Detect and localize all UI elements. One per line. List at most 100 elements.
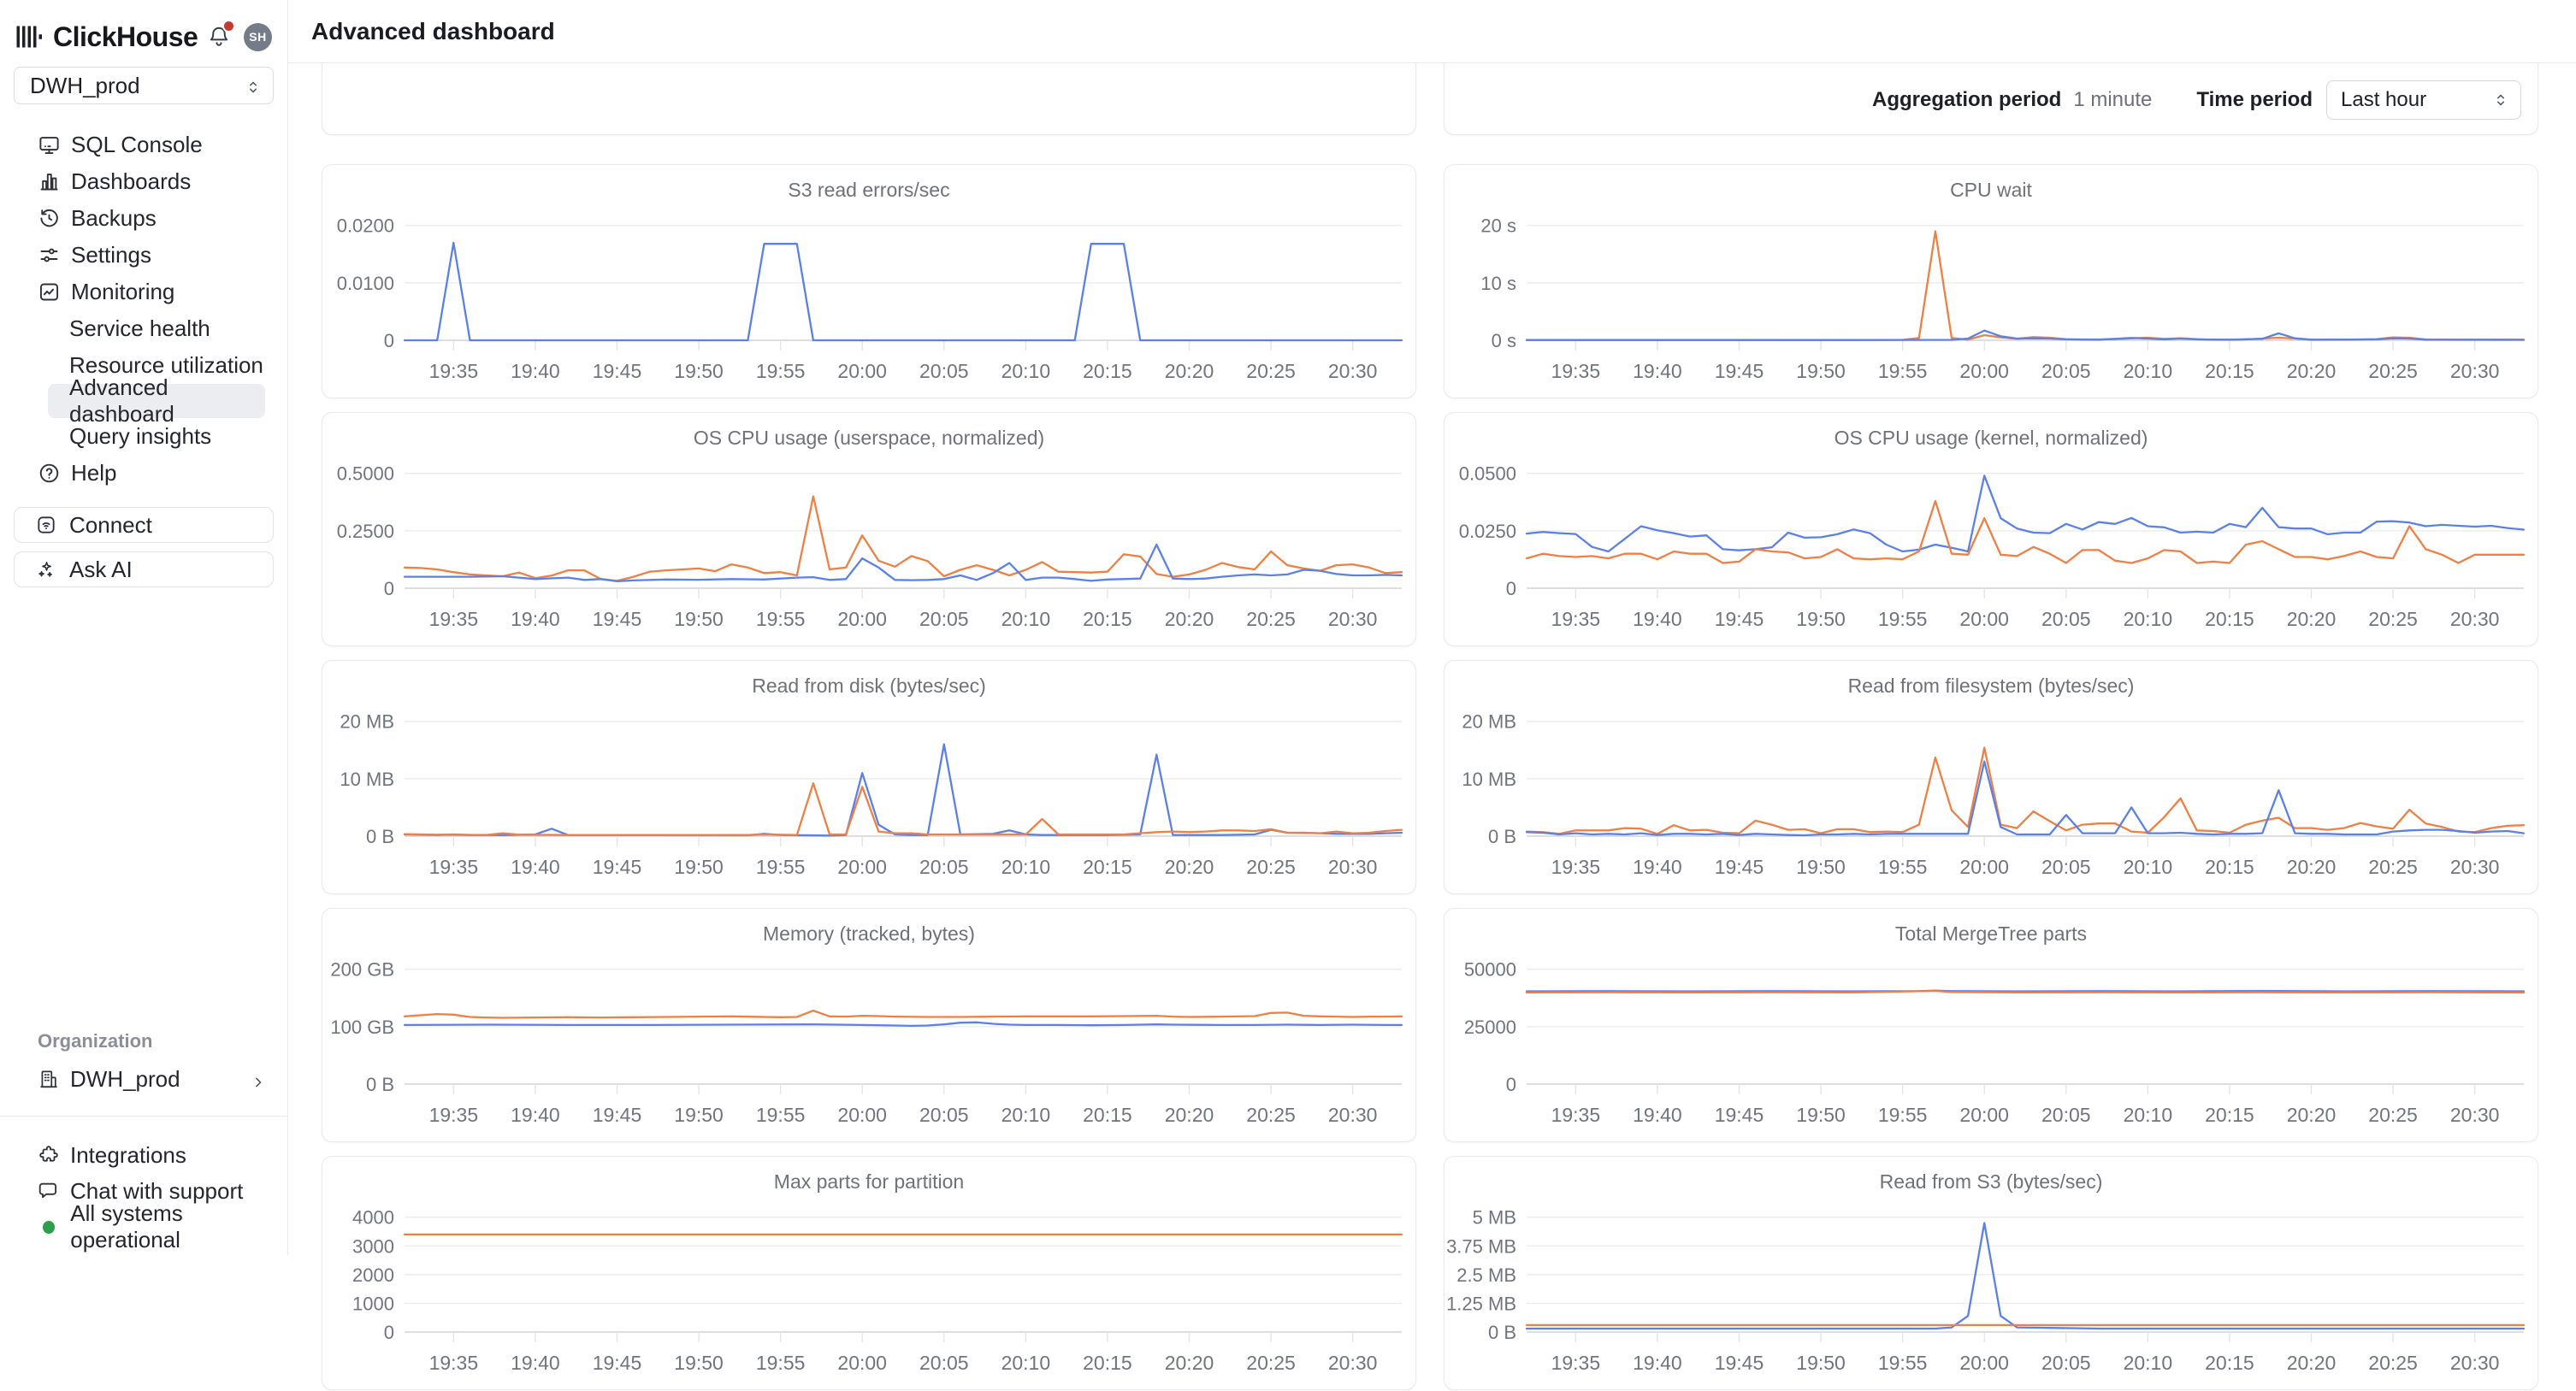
ask-ai-button[interactable]: Ask AI (14, 551, 274, 587)
svg-text:0 B: 0 B (1488, 826, 1516, 847)
sidebar-item-query-insights[interactable]: Query insights (0, 418, 287, 455)
sidebar-item-label: Settings (71, 242, 151, 268)
svg-text:20:15: 20:15 (2205, 1104, 2254, 1126)
organization-item[interactable]: DWH_prod (0, 1061, 287, 1097)
svg-text:19:50: 19:50 (1796, 1104, 1846, 1126)
sidebar-item-backups[interactable]: Backups (0, 200, 287, 237)
svg-text:20:00: 20:00 (1959, 360, 2009, 382)
sidebar-item-help[interactable]: Help (0, 455, 287, 492)
svg-text:20:00: 20:00 (1959, 856, 2009, 878)
svg-text:19:40: 19:40 (1633, 1352, 1682, 1374)
aggregation-period-label: Aggregation period (1872, 88, 2062, 111)
svg-text:3.75 MB: 3.75 MB (1446, 1235, 1516, 1257)
svg-text:20:00: 20:00 (837, 856, 887, 878)
svg-text:20:00: 20:00 (837, 608, 887, 630)
main-content: Advanced dashboard Aggregation period 1 … (288, 0, 2576, 1390)
status-dot (43, 1220, 56, 1234)
chart-title: Max parts for partition (773, 1170, 965, 1193)
svg-text:19:35: 19:35 (429, 1352, 479, 1374)
time-period-select[interactable]: Last hour (2326, 80, 2521, 120)
svg-text:20:15: 20:15 (1083, 856, 1132, 878)
svg-text:19:40: 19:40 (511, 360, 560, 382)
chart-plot[interactable]: 0 0.0250 0.0500 19:35 19:40 19:45 19:50 19:55 20… (1445, 413, 2539, 647)
connect-label: Connect (69, 511, 152, 538)
svg-text:20:15: 20:15 (1083, 1104, 1132, 1126)
svg-text:20:00: 20:00 (1959, 1352, 2009, 1374)
svg-text:0: 0 (1506, 1074, 1516, 1095)
svg-text:20:30: 20:30 (1328, 856, 1378, 878)
sidebar-item-service-health[interactable]: Service health (0, 310, 287, 347)
svg-text:20:15: 20:15 (1083, 1352, 1132, 1374)
svg-text:19:40: 19:40 (511, 1104, 560, 1126)
svg-text:19:50: 19:50 (1796, 360, 1846, 382)
svg-text:0.0100: 0.0100 (337, 273, 394, 294)
sidebar-item-label: Service health (69, 315, 210, 341)
svg-text:19:55: 19:55 (756, 856, 806, 878)
chart-plot[interactable]: 0 s 10 s 20 s 19:35 19:40 19:45 19:50 19:55 20:0… (1445, 165, 2539, 399)
avatar[interactable]: SH (244, 22, 272, 51)
svg-text:20:25: 20:25 (2368, 856, 2418, 878)
sidebar-footer-item-chat-with-support[interactable]: Chat with support (0, 1173, 287, 1209)
footer-item-label: Integrations (70, 1141, 186, 1168)
svg-text:0 B: 0 B (366, 826, 394, 847)
svg-text:10 s: 10 s (1480, 273, 1516, 294)
svg-text:0.0200: 0.0200 (337, 215, 394, 237)
svg-text:2.5 MB: 2.5 MB (1456, 1264, 1516, 1286)
sidebar-item-label: Monitoring (71, 279, 175, 304)
chart-panel-memory-tracked-bytes: Memory (tracked, bytes) 0 B 100 GB 200 GB 19… (322, 908, 1416, 1142)
svg-text:19:35: 19:35 (1551, 608, 1601, 630)
sidebar-item-settings[interactable]: Settings (0, 237, 287, 274)
svg-text:20:10: 20:10 (1001, 360, 1051, 382)
svg-text:19:45: 19:45 (1715, 1104, 1764, 1126)
chart-plot[interactable]: 0 0.0100 0.0200 19:35 19:40 19:45 19:50 19:55 20… (322, 165, 1417, 399)
svg-text:0.0250: 0.0250 (1459, 521, 1516, 542)
svg-text:20:15: 20:15 (2205, 360, 2254, 382)
svg-text:19:50: 19:50 (1796, 856, 1846, 878)
svg-text:0: 0 (384, 330, 394, 351)
svg-text:20:30: 20:30 (1328, 608, 1378, 630)
svg-text:20 MB: 20 MB (340, 711, 394, 733)
chart-plot[interactable]: 0 0.2500 0.5000 19:35 19:40 19:45 19:50 19:55 20… (322, 413, 1417, 647)
clickhouse-logo-icon (15, 24, 44, 50)
building-icon (38, 1068, 60, 1090)
chart-panel-read-from-filesystem-bytes-sec: Read from filesystem (bytes/sec) 0 B 10 MB… (1444, 660, 2538, 894)
svg-text:19:35: 19:35 (429, 360, 479, 382)
chart-plot[interactable]: 0 B 100 GB 200 GB 19:35 19:40 19:45 19:50 19:55… (322, 909, 1417, 1143)
chart-title: Total MergeTree parts (1894, 922, 2088, 945)
svg-text:20:05: 20:05 (919, 856, 969, 878)
svg-text:20:20: 20:20 (2287, 360, 2337, 382)
svg-text:20:20: 20:20 (2287, 1104, 2337, 1126)
svg-text:19:40: 19:40 (511, 1352, 560, 1374)
svg-text:19:35: 19:35 (1551, 1352, 1601, 1374)
chart-panel-max-parts-for-partition: Max parts for partition 0 1000 2000 3000 4000… (322, 1156, 1416, 1390)
chart-panel-s3-read-errors-sec: S3 read errors/sec 0 0.0100 0.0200 19:35 19:4… (322, 164, 1416, 398)
aggregation-period-value: 1 minute (2073, 88, 2153, 111)
chart-plot[interactable]: 0 25000 50000 19:35 19:40 19:45 19:50 19:55 20:0… (1445, 909, 2539, 1143)
chart-plot[interactable]: 0 B 10 MB 20 MB 19:35 19:40 19:45 19:50 19:55 20… (1445, 661, 2539, 895)
chart-plot[interactable]: 0 B 1.25 MB 2.5 MB 3.75 MB 5 MB 19:35 19:40 19:… (1445, 1157, 2539, 1391)
svg-text:20:20: 20:20 (2287, 856, 2337, 878)
svg-text:19:50: 19:50 (1796, 1352, 1846, 1374)
chart-plot[interactable]: 0 B 10 MB 20 MB 19:35 19:40 19:45 19:50 19:55 20… (322, 661, 1417, 895)
sidebar-footer-item-integrations[interactable]: Integrations (0, 1137, 287, 1173)
sidebar-item-resource-utilization[interactable]: Resource utilization (0, 347, 287, 384)
svg-text:20:05: 20:05 (919, 1352, 969, 1374)
sidebar-divider (0, 1116, 287, 1117)
service-selector[interactable]: DWH_prod (14, 67, 274, 104)
chart-title: S3 read errors/sec (788, 179, 950, 201)
sidebar-item-sql-console[interactable]: SQL Console (0, 127, 287, 163)
sidebar-item-monitoring[interactable]: Monitoring (0, 274, 287, 310)
svg-text:19:35: 19:35 (1551, 360, 1601, 382)
connect-button[interactable]: Connect (14, 507, 274, 543)
sidebar-item-advanced-dashboard[interactable]: Advanced dashboard (48, 374, 265, 427)
svg-text:20:20: 20:20 (2287, 1352, 2337, 1374)
svg-text:0.2500: 0.2500 (337, 521, 394, 542)
sidebar-item-dashboards[interactable]: Dashboards (0, 163, 287, 200)
time-period-value: Last hour (2341, 88, 2427, 111)
chart-plot[interactable]: 0 1000 2000 3000 4000 19:35 19:40 19:45 19:50 19:… (322, 1157, 1417, 1391)
notifications-bell-icon[interactable] (206, 20, 235, 50)
footer-item-label: Chat with support (70, 1177, 244, 1204)
sidebar-footer-item-all-systems-operational[interactable]: All systems operational (0, 1200, 287, 1252)
svg-text:0: 0 (384, 578, 394, 599)
svg-text:19:40: 19:40 (1633, 360, 1682, 382)
